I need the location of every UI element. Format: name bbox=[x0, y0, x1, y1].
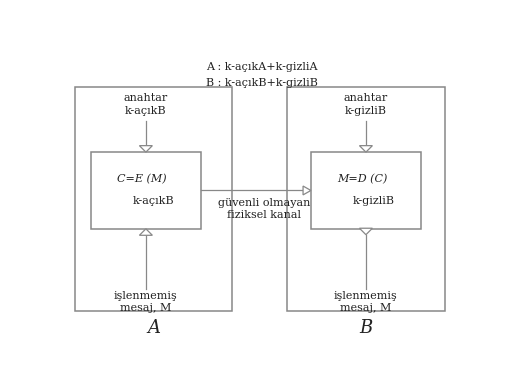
Text: k-gizliB: k-gizliB bbox=[345, 106, 387, 116]
Bar bbox=[287, 87, 445, 311]
Text: işlenmemiş: işlenmemiş bbox=[114, 291, 178, 301]
Text: işlenmemiş: işlenmemiş bbox=[334, 291, 398, 301]
Text: k-açıkB: k-açıkB bbox=[133, 196, 174, 206]
Bar bbox=[91, 152, 201, 229]
Text: güvenli olmayan: güvenli olmayan bbox=[218, 198, 310, 208]
Text: anahtar: anahtar bbox=[124, 93, 168, 103]
Bar bbox=[311, 152, 421, 229]
Text: k-gizliB: k-gizliB bbox=[353, 196, 395, 206]
Bar bbox=[75, 87, 232, 311]
Polygon shape bbox=[139, 229, 153, 235]
Text: A: A bbox=[147, 319, 160, 337]
Text: mesaj, M: mesaj, M bbox=[120, 303, 171, 313]
Polygon shape bbox=[359, 146, 373, 152]
Text: fiziksel kanal: fiziksel kanal bbox=[227, 210, 301, 219]
Text: A : k-açıkA+k-gizliA: A : k-açıkA+k-gizliA bbox=[206, 62, 317, 72]
Text: mesaj, M: mesaj, M bbox=[340, 303, 391, 313]
Text: C=E (M): C=E (M) bbox=[117, 173, 167, 184]
Polygon shape bbox=[359, 228, 373, 235]
Polygon shape bbox=[139, 146, 153, 152]
Text: B : k-açıkB+k-gizliB: B : k-açıkB+k-gizliB bbox=[206, 79, 318, 88]
Polygon shape bbox=[303, 186, 311, 195]
Text: anahtar: anahtar bbox=[344, 93, 388, 103]
Text: k-açıkB: k-açıkB bbox=[125, 106, 167, 116]
Text: B: B bbox=[359, 319, 373, 337]
Text: M=D (C): M=D (C) bbox=[337, 173, 387, 184]
